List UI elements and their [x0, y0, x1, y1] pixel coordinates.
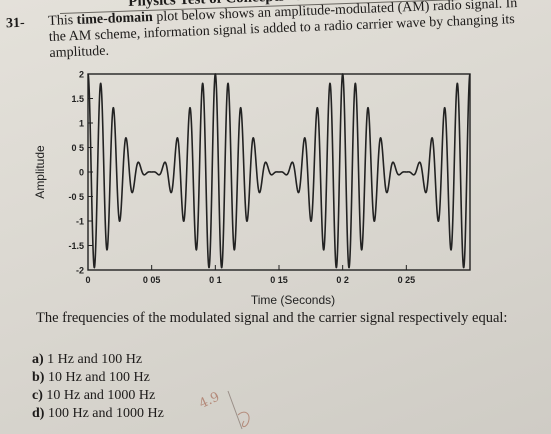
y-tick-label: -0 5 [68, 192, 84, 202]
option-a[interactable]: a) 1 Hz and 100 Hz [32, 351, 164, 369]
option-letter: a) [32, 352, 44, 367]
y-tick-label: 0 [79, 168, 84, 178]
question-text-rest: plot below shows an amplitude-modulated … [48, 0, 518, 61]
y-tick-label: 0 5 [71, 143, 84, 153]
signal-line [87, 73, 471, 269]
option-b[interactable]: b) 10 Hz and 100 Hz [32, 369, 164, 387]
option-d[interactable]: d) 100 Hz and 1000 Hz [32, 405, 164, 423]
question-text: This time-domain plot below shows an amp… [48, 0, 529, 62]
handwritten-text: 4.9 [198, 389, 222, 411]
option-text: 10 Hz and 100 Hz [47, 370, 150, 385]
question-text-intro: This [48, 12, 77, 29]
question-prompt: The frequencies of the modulated signal … [36, 310, 508, 326]
pencil-stroke [227, 390, 243, 430]
question-text-bold: time-domain [76, 9, 154, 28]
x-tick-label: 0 05 [143, 275, 161, 285]
y-tick-label: -1 [76, 217, 84, 227]
handwritten-note: 4.9 [198, 389, 250, 430]
x-tick-label: 0 1 [209, 275, 222, 285]
x-axis-ticks: 0 0 05 0 1 0 15 0 2 0 25 [85, 265, 415, 285]
y-axis-label: Amplitude [33, 145, 47, 199]
question-number: 31- [5, 15, 25, 32]
x-tick-label: 0 15 [270, 275, 288, 285]
x-tick-label: 0 2 [336, 275, 349, 285]
option-letter: c) [32, 388, 43, 403]
option-letter: b) [32, 370, 45, 385]
pencil-stroke [237, 411, 250, 428]
y-tick-label: 2 [79, 70, 84, 80]
option-text: 100 Hz and 1000 Hz [47, 406, 164, 421]
y-axis-ticks: 21.510 50-0 5-1-1.5-2 [68, 70, 93, 276]
option-text: 1 Hz and 100 Hz [47, 352, 143, 367]
y-tick-label: 1.5 [71, 94, 84, 104]
option-c[interactable]: c) 10 Hz and 1000 Hz [32, 387, 164, 405]
answer-options: a) 1 Hz and 100 Hz b) 10 Hz and 100 Hz c… [32, 351, 164, 423]
y-tick-label: -2 [76, 266, 84, 276]
option-text: 10 Hz and 1000 Hz [46, 388, 156, 403]
y-tick-label: 1 [79, 119, 84, 129]
x-tick-label: 0 [85, 275, 90, 285]
y-tick-label: -1.5 [68, 241, 84, 251]
x-axis-label: Time (Seconds) [251, 293, 335, 307]
option-letter: d) [32, 406, 45, 421]
x-tick-label: 0 25 [398, 275, 416, 285]
